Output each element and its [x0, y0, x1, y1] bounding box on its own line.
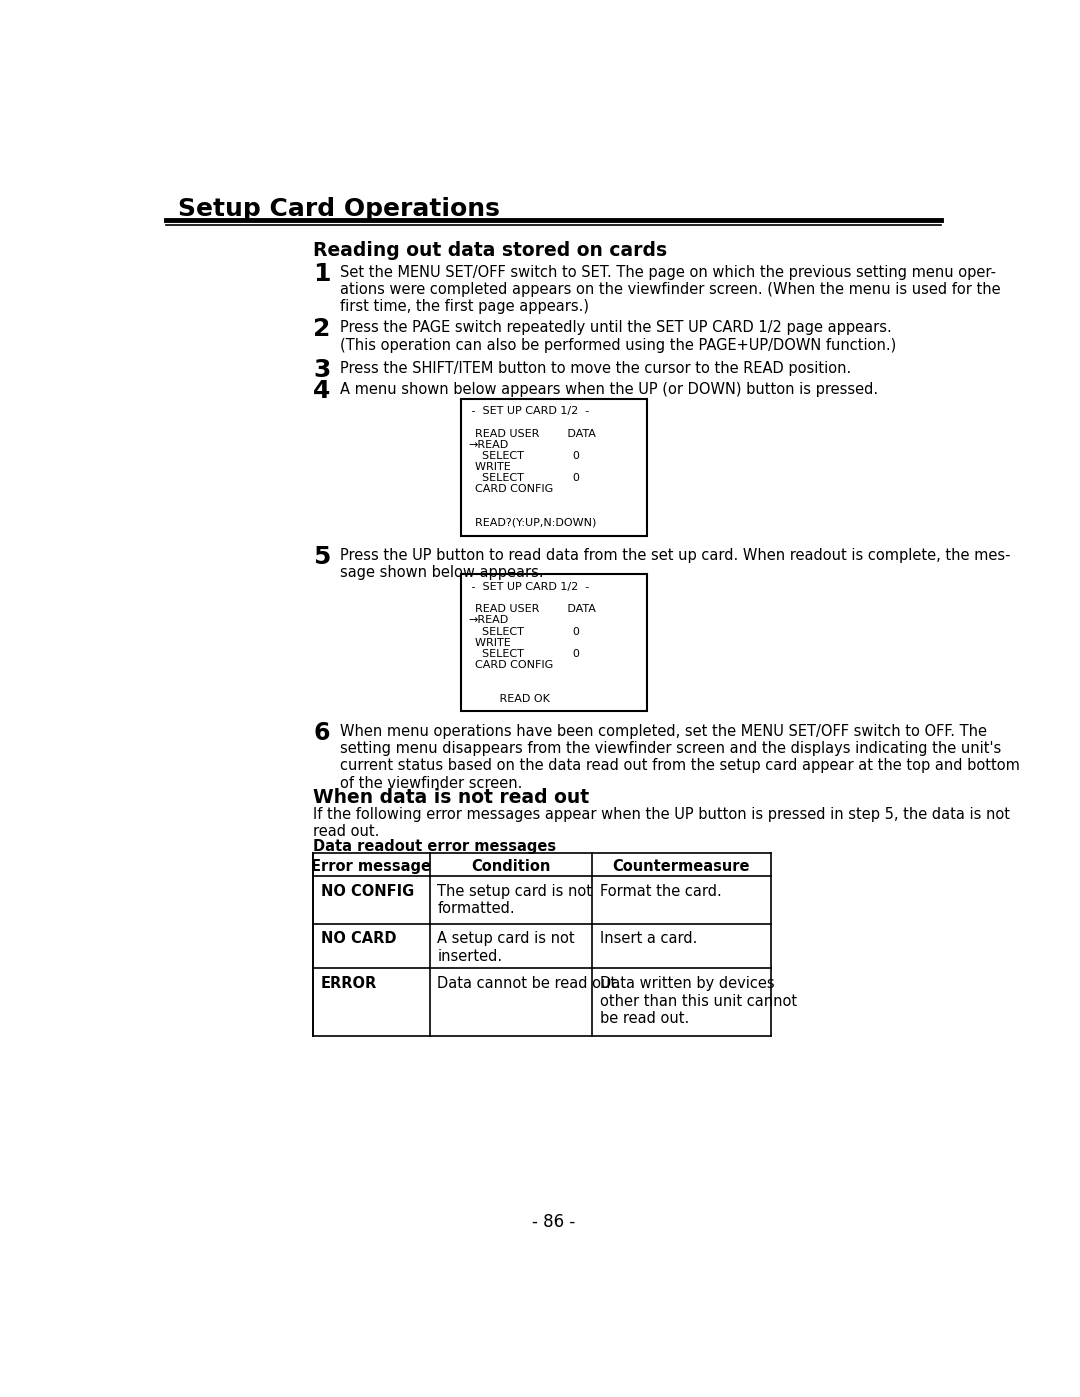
Text: Press the SHIFT/ITEM button to move the cursor to the READ position.: Press the SHIFT/ITEM button to move the …: [340, 360, 852, 376]
Text: When data is not read out: When data is not read out: [313, 788, 590, 807]
Text: Error message: Error message: [311, 859, 431, 875]
Text: -  SET UP CARD 1/2  -: - SET UP CARD 1/2 -: [469, 583, 590, 592]
FancyBboxPatch shape: [460, 574, 647, 711]
Text: NO CONFIG: NO CONFIG: [321, 884, 415, 898]
Text: When menu operations have been completed, set the MENU SET/OFF switch to OFF. Th: When menu operations have been completed…: [340, 724, 1021, 791]
Text: READ USER        DATA: READ USER DATA: [469, 429, 596, 439]
Text: Set the MENU SET/OFF switch to SET. The page on which the previous setting menu : Set the MENU SET/OFF switch to SET. The …: [340, 264, 1001, 314]
Text: -  SET UP CARD 1/2  -: - SET UP CARD 1/2 -: [469, 407, 590, 416]
Text: SELECT              0: SELECT 0: [469, 648, 580, 659]
Text: The setup card is not
formatted.: The setup card is not formatted.: [437, 884, 592, 916]
Text: →READ: →READ: [469, 440, 509, 450]
Text: ERROR: ERROR: [321, 977, 377, 990]
Text: Data readout error messages: Data readout error messages: [313, 840, 556, 854]
Text: Press the PAGE switch repeatedly until the SET UP CARD 1/2 page appears.
(This o: Press the PAGE switch repeatedly until t…: [340, 320, 896, 352]
Text: WRITE: WRITE: [469, 637, 511, 648]
Text: CARD CONFIG: CARD CONFIG: [469, 659, 554, 671]
Text: A setup card is not
inserted.: A setup card is not inserted.: [437, 932, 575, 964]
Text: WRITE: WRITE: [469, 462, 511, 472]
Text: SELECT              0: SELECT 0: [469, 627, 580, 637]
Text: - 86 -: - 86 -: [531, 1214, 576, 1231]
Text: A menu shown below appears when the UP (or DOWN) button is pressed.: A menu shown below appears when the UP (…: [340, 381, 878, 397]
Text: Data written by devices
other than this unit cannot
be read out.: Data written by devices other than this …: [600, 977, 797, 1025]
Text: 4: 4: [313, 379, 330, 402]
Text: Setup Card Operations: Setup Card Operations: [177, 197, 499, 221]
Text: 1: 1: [313, 261, 330, 285]
Text: Format the card.: Format the card.: [600, 884, 721, 898]
Text: Press the UP button to read data from the set up card. When readout is complete,: Press the UP button to read data from th…: [340, 548, 1011, 580]
Text: READ USER        DATA: READ USER DATA: [469, 605, 596, 615]
Text: 5: 5: [313, 545, 330, 569]
Text: SELECT              0: SELECT 0: [469, 451, 580, 461]
Text: NO CARD: NO CARD: [321, 932, 396, 947]
Text: Data cannot be read out.: Data cannot be read out.: [437, 977, 621, 990]
Text: Condition: Condition: [471, 859, 551, 875]
Text: →READ: →READ: [469, 616, 509, 626]
Text: SELECT              0: SELECT 0: [469, 474, 580, 483]
Text: READ OK: READ OK: [469, 693, 550, 704]
Text: CARD CONFIG: CARD CONFIG: [469, 485, 554, 495]
Text: If the following error messages appear when the UP button is pressed in step 5, : If the following error messages appear w…: [313, 806, 1010, 840]
FancyBboxPatch shape: [460, 398, 647, 535]
Text: 3: 3: [313, 358, 330, 381]
Text: 2: 2: [313, 317, 330, 341]
Text: Countermeasure: Countermeasure: [612, 859, 751, 875]
Text: Reading out data stored on cards: Reading out data stored on cards: [313, 240, 667, 260]
Text: READ?(Y:UP,N:DOWN): READ?(Y:UP,N:DOWN): [469, 518, 596, 528]
Text: 6: 6: [313, 721, 329, 745]
Text: Insert a card.: Insert a card.: [600, 932, 698, 947]
